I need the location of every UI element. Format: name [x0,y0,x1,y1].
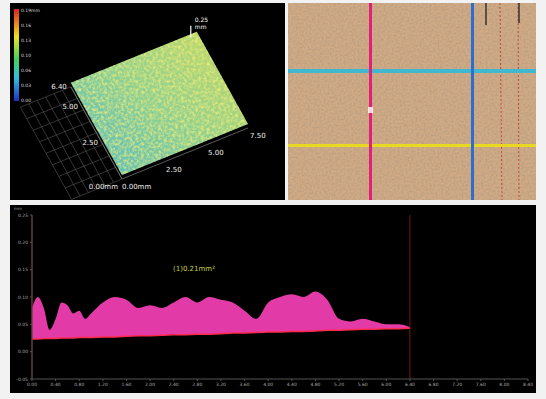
svg-text:0.25: 0.25 [195,16,209,23]
svg-text:0.20: 0.20 [18,240,28,245]
svg-text:0.40: 0.40 [51,382,61,387]
svg-text:5.00: 5.00 [208,149,224,157]
html-text:mm: mm [14,206,22,211]
svg-text:0.10: 0.10 [18,295,28,300]
svg-text:8.40: 8.40 [523,382,533,387]
svg-text:2.00: 2.00 [145,382,155,387]
svg-text:4.00: 4.00 [263,382,273,387]
svg-text:3.20: 3.20 [216,382,226,387]
svg-text:0.15: 0.15 [18,267,28,272]
svg-text:5.60: 5.60 [358,382,368,387]
svg-text:2.80: 2.80 [192,382,202,387]
svg-text:0.00mm: 0.00mm [122,183,151,191]
svg-text:3.60: 3.60 [240,382,250,387]
svg-text:4.40: 4.40 [287,382,297,387]
svg-text:mm: mm [195,23,207,30]
svg-text:0.25: 0.25 [18,213,28,218]
svg-text:2.40: 2.40 [169,382,179,387]
svg-text:5.20: 5.20 [334,382,344,387]
svg-text:1.20: 1.20 [98,382,108,387]
svg-text:6.40: 6.40 [405,382,415,387]
svg-text:0.80: 0.80 [74,382,84,387]
svg-text:-0.05: -0.05 [16,377,28,382]
svg-text:7.60: 7.60 [476,382,486,387]
svg-text:2.50: 2.50 [166,166,182,174]
svg-text:0.00: 0.00 [27,382,37,387]
svg-text:4.80: 4.80 [310,382,320,387]
svg-text:1.60: 1.60 [121,382,131,387]
svg-text:0.06: 0.06 [21,68,31,73]
svg-text:2.50: 2.50 [82,139,98,147]
svg-text:0.05: 0.05 [18,322,28,327]
svg-text:6.00: 6.00 [381,382,391,387]
svg-text:0.03: 0.03 [21,83,31,88]
svg-text:5.00: 5.00 [62,103,78,111]
svg-text:0.16: 0.16 [21,23,31,28]
svg-text:0.19mm: 0.19mm [21,8,40,13]
html-text:(1)0.21mm²: (1)0.21mm² [173,265,215,273]
svg-text:0.00: 0.00 [18,349,28,354]
svg-text:6.40: 6.40 [51,83,67,91]
svg-text:0.00mm: 0.00mm [89,183,118,191]
svg-text:8.00: 8.00 [499,382,509,387]
svg-text:0.13: 0.13 [21,38,31,43]
svg-text:7.20: 7.20 [452,382,462,387]
svg-text:0.00: 0.00 [21,98,31,103]
svg-text:0.10: 0.10 [21,53,31,58]
svg-text:7.50: 7.50 [250,132,266,140]
svg-text:6.80: 6.80 [429,382,439,387]
